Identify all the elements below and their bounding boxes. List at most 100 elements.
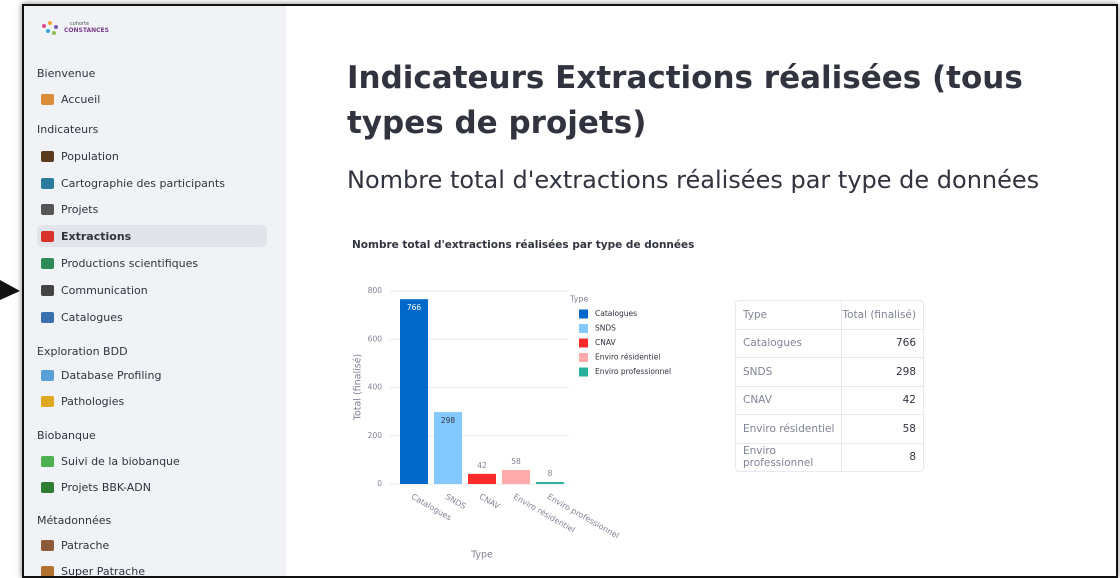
data-label: 766 [407,303,422,312]
legend-title: Type [569,295,588,304]
nav-item[interactable]: Communication [37,279,267,301]
nav-item[interactable]: Pathologies [37,390,267,412]
data-label: 8 [548,469,553,478]
cursor [0,280,20,300]
nav-icon [41,177,54,189]
legend-label: CNAV [595,338,616,347]
legend-swatch [579,353,588,362]
nav-icon [41,257,54,269]
table-cell: Catalogues [736,329,842,357]
table-row: Enviro résidentiel 58 [736,414,923,443]
nav-item[interactable]: Suivi de la biobanque [37,450,267,472]
nav-item[interactable]: Population [37,145,267,167]
table-cell: 766 [895,337,916,350]
y-tick-label: 400 [368,383,383,392]
x-tick-label: SNDS [444,492,468,511]
table-cell: SNDS [736,358,842,386]
nav-icon [41,284,54,296]
bar [400,299,428,484]
nav-label: Projets [61,202,99,216]
section-header: Métadonnées [37,514,112,527]
legend-swatch [579,324,588,333]
bar [434,412,462,484]
data-label: 298 [441,416,456,425]
nav-item[interactable]: Patrache [37,534,267,556]
data-table: Type Total (finalisé) Catalogues 766 SNDS 298… [735,300,924,472]
y-tick-label: 800 [368,286,383,295]
x-tick-label: Enviro résidentiel [512,491,577,534]
nav-label: Productions scientifiques [61,256,199,270]
section-header: Bienvenue [37,67,96,80]
bar [468,473,496,484]
logo-big: CONSTANCES [64,27,109,34]
table-cell: CNAV [736,386,842,414]
y-tick-label: 0 [377,479,382,488]
bar [536,482,564,484]
sidebar: cohorte CONSTANCES Bienvenue Accueil Indic… [24,6,286,576]
nav-label: Cartographie des participants [61,176,225,190]
nav-icon [41,150,54,162]
nav-item[interactable]: Accueil [37,88,267,110]
column-header: Type [736,301,842,329]
table-header: Type Total (finalisé) [736,301,923,329]
nav-item[interactable]: Catalogues [37,306,267,328]
chart-title: Nombre total d'extractions réalisées par… [352,239,694,251]
nav-label: Pathologies [61,394,125,408]
legend-swatch [579,309,588,319]
x-axis-label: Type [470,550,493,561]
nav-label: Extractions [61,229,132,243]
table-cell: 42 [902,394,916,407]
bar [502,470,530,484]
app-window: cohorte CONSTANCES Bienvenue Accueil Indic… [22,4,1118,578]
nav-icon [41,203,54,215]
nav-label: Accueil [61,92,101,106]
nav-item[interactable]: Database Profiling [37,364,267,386]
nav-label: Projets BBK-ADN [61,480,151,494]
nav-icon [41,455,54,467]
legend-label: Catalogues [595,309,637,318]
y-axis-label: Total (finalisé) [353,354,364,422]
nav-label: Patrache [61,538,110,552]
nav-item[interactable]: Projets [37,198,267,220]
nav-icon [41,395,54,407]
chart: Nombre total d'extractions réalisées par… [352,239,694,561]
nav-icon [41,369,54,381]
nav-icon [41,481,54,493]
table-cell: Enviro résidentiel [736,415,842,443]
legend-label: SNDS [595,324,616,333]
nav-icon [41,539,54,551]
page-title: Indicateurs Extractions réalisées (tous … [347,60,1023,141]
nav-item[interactable]: Projets BBK-ADN [37,476,267,498]
column-header: Total (finalisé) [842,308,916,321]
legend-label: Enviro professionnel [595,367,671,376]
table-row: CNAV 42 [736,385,923,414]
nav-label: Communication [61,283,148,297]
nav-icon [41,311,54,323]
table-row: Enviro professionnel 8 [736,442,923,471]
legend-swatch [579,338,588,348]
page-subtitle: Nombre total d'extractions réalisées par… [347,166,1040,194]
table-cell: Enviro professionnel [736,443,842,471]
nav-icon [41,230,54,242]
table-row: SNDS 298 [736,357,923,386]
legend-swatch [579,367,588,377]
table-cell: 8 [909,451,916,464]
section-header: Biobanque [37,429,96,442]
table-cell: 298 [895,365,916,378]
section-header: Indicateurs [37,123,99,136]
nav-icon [41,93,54,105]
nav-label: Suivi de la biobanque [61,454,180,468]
nav-item[interactable]: Extractions [37,225,267,247]
section-header: Exploration BDD [37,345,128,358]
legend-label: Enviro résidentiel [595,353,660,362]
y-tick-label: 600 [368,334,383,343]
logo: cohorte CONSTANCES [38,18,109,40]
logo-icon [42,21,58,35]
logo-small: cohorte [70,21,90,27]
table-cell: 58 [902,422,916,435]
nav-item[interactable]: Cartographie des participants [37,172,267,194]
nav-item[interactable]: Productions scientifiques [37,252,267,274]
table-row: Catalogues 766 [736,328,923,357]
y-tick-label: 200 [368,431,383,440]
